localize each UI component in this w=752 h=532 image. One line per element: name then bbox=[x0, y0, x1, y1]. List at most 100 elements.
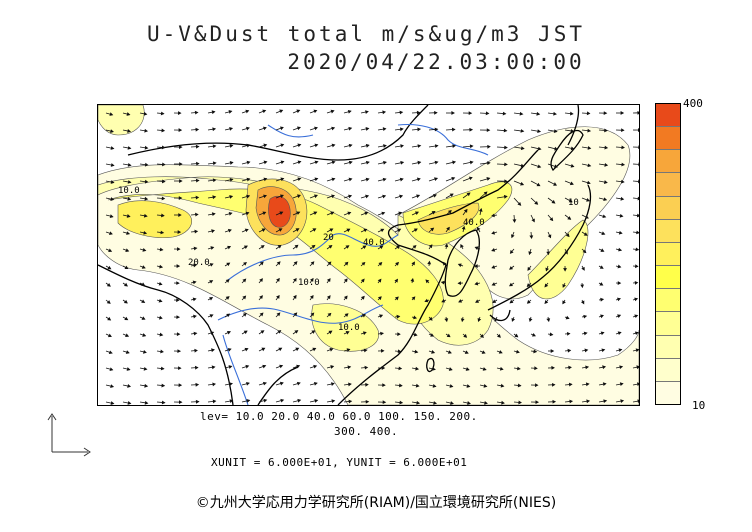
wind-vector-head bbox=[107, 316, 112, 321]
contour-labels: 10.0 40.0 20 40.0 10.0 10.0 20.0 10 bbox=[118, 186, 579, 333]
wind-vector-head bbox=[451, 177, 456, 181]
wind-vector-head bbox=[637, 196, 639, 201]
wind-vector-head bbox=[125, 333, 130, 337]
wind-vector-head bbox=[570, 163, 575, 168]
wind-vector-head bbox=[410, 277, 415, 282]
chart-title: U-V&Dust total m/s&ug/m3 JST bbox=[146, 22, 585, 46]
wind-vector-head bbox=[313, 364, 318, 369]
wind-vector-head bbox=[412, 245, 417, 249]
wind-vector-head bbox=[263, 194, 267, 199]
wind-vector-head bbox=[178, 213, 182, 218]
wind-vector-head bbox=[331, 177, 336, 182]
wind-vector-head bbox=[450, 401, 454, 405]
wind-vector-head bbox=[311, 330, 316, 334]
wind-vector-head bbox=[382, 177, 387, 182]
wind-vector-head bbox=[463, 333, 468, 338]
wind-vector-head bbox=[330, 109, 335, 114]
wind-vector-head bbox=[312, 228, 317, 232]
wind-vector-head bbox=[106, 283, 111, 287]
coastline-layer bbox=[98, 105, 592, 405]
wind-vector-head bbox=[400, 160, 405, 165]
wind-vector-head bbox=[314, 143, 319, 148]
wind-vector-head bbox=[553, 129, 558, 133]
wind-vector-head bbox=[520, 181, 525, 186]
wind-vector-head bbox=[124, 282, 128, 287]
wind-vector-head bbox=[553, 182, 558, 186]
wind-vector-head bbox=[326, 295, 331, 300]
colorbar bbox=[655, 103, 681, 405]
wind-vector-head bbox=[552, 399, 557, 404]
wind-vector-head bbox=[452, 144, 457, 149]
wind-vector-head bbox=[568, 198, 573, 203]
wind-vector-head bbox=[457, 281, 462, 286]
wind-vector-head bbox=[141, 265, 146, 269]
wind-vector-head bbox=[504, 162, 508, 167]
wind-vector-head bbox=[176, 247, 181, 251]
wind-vector-head bbox=[414, 349, 419, 354]
wind-vector-head bbox=[161, 128, 166, 133]
wind-vector-head bbox=[600, 331, 605, 336]
wind-vector-head bbox=[484, 400, 488, 405]
wind-vector-head bbox=[158, 281, 163, 286]
colorbar-segment bbox=[656, 335, 680, 359]
dust-map: 10.0 40.0 20 40.0 10.0 10.0 20.0 10 bbox=[97, 104, 640, 406]
wind-vector-head bbox=[414, 211, 419, 215]
wind-vector-head bbox=[365, 177, 370, 182]
wind-vector-head bbox=[312, 347, 317, 352]
colorbar-segment bbox=[656, 358, 680, 382]
wind-vector-head bbox=[483, 191, 488, 196]
wind-vector-head bbox=[602, 214, 607, 219]
wind-vector-head bbox=[637, 110, 639, 115]
wind-vector-head bbox=[535, 400, 540, 405]
wind-vector-head bbox=[491, 282, 496, 286]
wind-vector-head bbox=[107, 333, 112, 338]
wind-vector-head bbox=[432, 384, 437, 388]
wind-vector-head bbox=[447, 350, 452, 354]
wind-vector-head bbox=[534, 383, 539, 388]
wind-vector-head bbox=[212, 195, 217, 200]
wind-vector-head bbox=[491, 265, 496, 269]
wind-vector-head bbox=[144, 128, 149, 133]
wind-vector-head bbox=[617, 281, 622, 285]
wind-vector-head bbox=[380, 348, 385, 353]
wind-vector-head bbox=[396, 245, 401, 250]
wind-vector-head bbox=[124, 265, 129, 270]
wind-vector-head bbox=[464, 350, 469, 354]
japan-honshu bbox=[487, 184, 592, 311]
wind-vector-head bbox=[227, 245, 232, 250]
wind-vector-head bbox=[636, 230, 639, 235]
wind-vector-head bbox=[636, 382, 639, 387]
wind-vector-head bbox=[382, 400, 387, 405]
wind-vector-head bbox=[326, 278, 331, 282]
wind-vector-head bbox=[619, 382, 624, 387]
wind-vector-head bbox=[127, 129, 132, 133]
dust-contour-60-ne bbox=[417, 202, 480, 235]
wind-vector-head bbox=[210, 246, 215, 250]
wind-vector-head bbox=[280, 177, 285, 182]
wind-vector-head bbox=[141, 316, 146, 320]
wind-vector-head bbox=[475, 299, 480, 303]
wind-vector-head bbox=[617, 264, 622, 269]
wind-vector-head bbox=[161, 145, 166, 150]
wind-vector-head bbox=[567, 216, 572, 220]
wind-vector-head bbox=[246, 143, 251, 148]
wind-vector-head bbox=[584, 348, 589, 353]
wind-vector-head bbox=[509, 266, 514, 270]
wind-vector-head bbox=[517, 383, 522, 388]
wind-vector-head bbox=[314, 399, 319, 403]
wind-vector-head bbox=[449, 384, 454, 388]
wind-vector-head bbox=[604, 145, 609, 150]
sakhalin bbox=[567, 105, 580, 146]
wind-vector-head bbox=[229, 399, 234, 404]
wind-vector-head bbox=[545, 267, 549, 272]
colorbar-segment bbox=[656, 312, 680, 336]
wind-vector-head bbox=[413, 228, 418, 232]
wind-vector-head bbox=[277, 244, 282, 249]
wind-vector-head bbox=[179, 179, 183, 183]
wind-vector-head bbox=[212, 127, 217, 132]
wind-vector-head bbox=[262, 364, 267, 369]
wind-vector-head bbox=[617, 297, 621, 302]
wind-vector-head bbox=[487, 144, 491, 149]
contour-label: 10.0 bbox=[338, 323, 360, 333]
wind-vector-head bbox=[244, 228, 249, 233]
